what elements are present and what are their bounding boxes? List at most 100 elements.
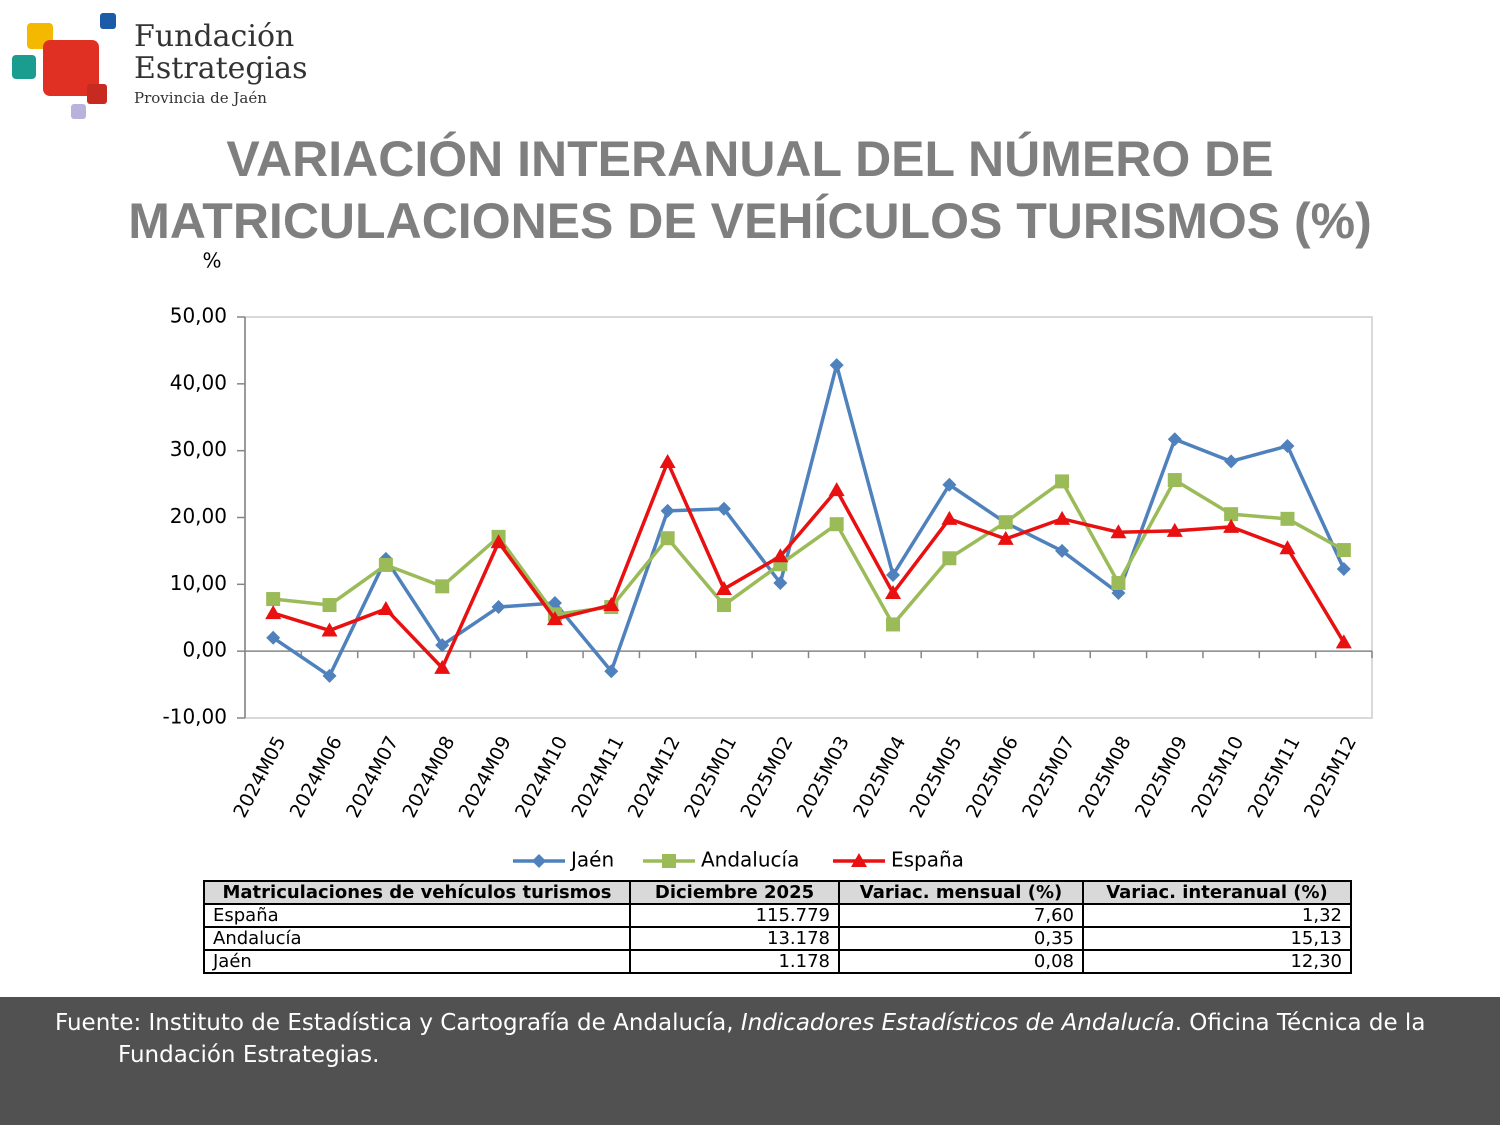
- logo-square: [12, 55, 36, 79]
- table-row: Andalucía 13.178 0,35 15,13: [203, 926, 1352, 951]
- x-tick-label: 2025M01: [680, 733, 741, 822]
- legend-label: Jaén: [569, 848, 614, 872]
- series-line: [272, 478, 1345, 627]
- title-line: VARIACIÓN INTERANUAL DEL NÚMERO DE: [226, 131, 1274, 187]
- data-point: [885, 585, 902, 600]
- source-text: Fuente: Instituto de Estadística y Carto…: [55, 1010, 741, 1036]
- legend-label: Andalucía: [701, 848, 799, 872]
- x-tick-label: 2024M07: [342, 733, 403, 822]
- data-point: [659, 454, 676, 469]
- logo: Fundación Estrategias Provincia de Jaén: [12, 13, 307, 119]
- x-tick-label: 2025M07: [1018, 733, 1079, 822]
- data-point: [1280, 511, 1295, 526]
- table-cell: 0,35: [838, 926, 1084, 951]
- header-cell: Variac. mensual (%): [838, 880, 1084, 905]
- table-cell: 12,30: [1082, 949, 1352, 974]
- data-point: [886, 617, 901, 632]
- x-tick-label: 2024M08: [398, 733, 459, 822]
- data-point: [1223, 518, 1240, 533]
- data-point: [1280, 438, 1295, 453]
- table-cell: Jaén: [203, 949, 631, 974]
- data-point: [828, 482, 845, 497]
- data-point: [1224, 507, 1239, 522]
- x-tick-label: 2025M03: [793, 733, 854, 822]
- data-point: [1279, 540, 1296, 555]
- data-point: [266, 630, 281, 645]
- logo-name: Estrategias: [134, 51, 307, 86]
- table-row: Jaén 1.178 0,08 12,30: [203, 949, 1352, 974]
- y-tick-label: 50,00: [170, 304, 227, 328]
- data-point: [435, 579, 450, 594]
- x-tick-label: 2025M11: [1244, 733, 1305, 822]
- data-point: [1336, 561, 1351, 576]
- x-tick-label: 2024M05: [229, 733, 290, 822]
- data-point: [829, 517, 844, 532]
- chart: % -10,00 0,00 10,00 20,00 30,00 40,00 50,00 2024…: [163, 249, 1373, 872]
- y-axis-label: %: [202, 249, 221, 273]
- x-tick-label: 2025M06: [962, 733, 1023, 822]
- x-tick-label: 2024M10: [511, 733, 572, 822]
- x-tick-label: 2024M06: [286, 733, 347, 822]
- data-point: [377, 601, 394, 616]
- data-point: [716, 598, 731, 613]
- data-point: [886, 567, 901, 582]
- data-point: [603, 597, 620, 612]
- data-point: [1055, 543, 1070, 558]
- data-point: [265, 605, 282, 620]
- data-point: [1167, 473, 1182, 488]
- x-tick-label: 2025M05: [905, 733, 966, 822]
- x-tick-label: 2024M12: [624, 733, 685, 822]
- table-cell: España: [203, 903, 631, 928]
- data-point: [322, 668, 337, 683]
- x-tick-label: 2025M12: [1300, 733, 1361, 822]
- y-tick-label: 40,00: [170, 370, 227, 394]
- data-point: [547, 596, 562, 611]
- data-point: [322, 598, 337, 613]
- data-point: [1166, 522, 1183, 537]
- source-italic: Indicadores Estadísticos de Andalucía: [740, 1010, 1175, 1036]
- series-line: [272, 460, 1346, 670]
- data-point: [1335, 634, 1352, 649]
- data-point: [829, 358, 844, 373]
- table-cell: 13.178: [629, 926, 840, 951]
- header-cell: Diciembre 2025: [629, 880, 840, 905]
- table-row: España 115.779 7,60 1,32: [203, 903, 1352, 928]
- data-point: [321, 622, 338, 637]
- data-point: [715, 581, 732, 596]
- table-cell: 7,60: [838, 903, 1084, 928]
- source-text: . Oficina Técnica de la Fundación Estrat…: [118, 1010, 1426, 1068]
- title: VARIACIÓN INTERANUAL DEL NÚMERO DE MATRI…: [0, 128, 1500, 252]
- table-cell: 0,08: [838, 949, 1084, 974]
- x-tick-label: 2024M09: [455, 733, 516, 822]
- table-cell: 115.779: [629, 903, 840, 928]
- data-point: [660, 503, 675, 518]
- legend-marker: [662, 854, 676, 868]
- y-tick-label: -10,00: [163, 705, 227, 729]
- y-tick-label: 10,00: [170, 571, 227, 595]
- table-cell: Andalucía: [203, 926, 631, 951]
- data-point: [1224, 454, 1239, 469]
- data-point: [998, 515, 1013, 530]
- x-tick-label: 2025M09: [1131, 733, 1192, 822]
- x-tick-label: 2025M08: [1075, 733, 1136, 822]
- data-point: [1054, 510, 1071, 525]
- table-cell: 15,13: [1082, 926, 1352, 951]
- summary-table: Matriculaciones de vehículos turismos Di…: [203, 880, 1352, 974]
- header-cell: Variac. interanual (%): [1082, 880, 1352, 905]
- data-point: [1111, 575, 1126, 590]
- data-point: [942, 551, 957, 566]
- footer: Fuente: Instituto de Estadística y Carto…: [0, 997, 1500, 1125]
- data-point: [1336, 543, 1351, 558]
- x-tick-label: 2025M10: [1187, 733, 1248, 822]
- logo-name: Fundación: [134, 19, 294, 54]
- data-point: [942, 477, 957, 492]
- x-tick-label: 2025M02: [736, 733, 797, 822]
- data-point: [434, 659, 451, 674]
- table-cell: 1.178: [629, 949, 840, 974]
- title-line: MATRICULACIONES DE VEHÍCULOS TURISMOS (%…: [128, 193, 1372, 249]
- table-cell: 1,32: [1082, 903, 1352, 928]
- logo-square: [87, 84, 107, 104]
- logo-subtitle: Provincia de Jaén: [134, 89, 267, 107]
- y-tick-label: 0,00: [182, 638, 227, 662]
- x-tick-label: 2024M11: [567, 733, 628, 822]
